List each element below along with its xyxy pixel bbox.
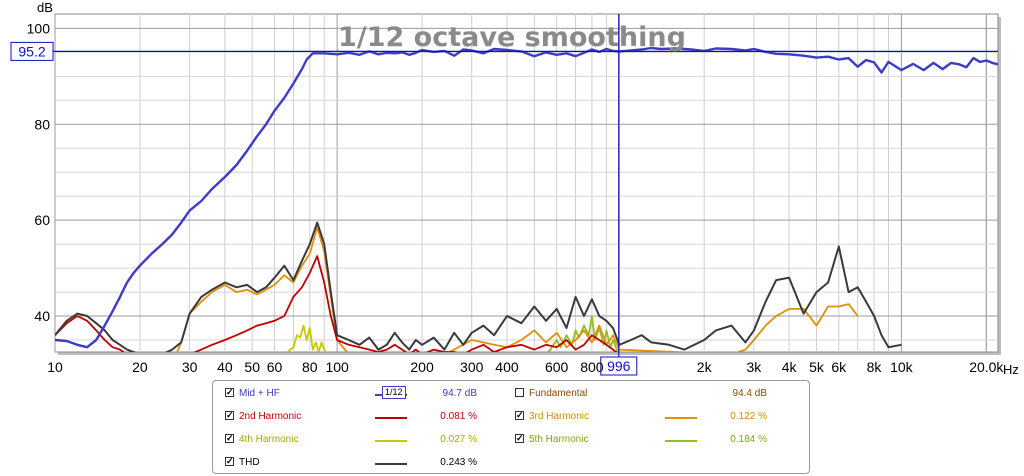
legend-series-name: 5th Harmonic [529, 434, 589, 445]
y-tick-label: 60 [34, 212, 50, 228]
legend-value: 0.122 % [730, 411, 767, 422]
series-line-thd [55, 221, 902, 352]
x-tick-label: 300 [460, 359, 484, 375]
legend-row: ✓ THD 0.243 % [213, 452, 809, 472]
x-tick-label: 80 [302, 359, 318, 375]
series-line-3rd-harmonic [176, 226, 859, 352]
legend-checkbox[interactable]: ✓ [225, 456, 234, 466]
legend-checkbox[interactable] [515, 388, 524, 397]
series-line-2nd-harmonic [55, 255, 618, 352]
x-tick-label: 200 [410, 359, 434, 375]
legend-value: 94.7 dB [442, 388, 477, 399]
x-tick-label: 100 [325, 359, 349, 375]
legend-swatch [375, 440, 407, 442]
legend-checkbox[interactable]: ✓ [225, 410, 234, 420]
legend-series-name: Mid + HF [239, 388, 280, 399]
x-tick-label: 800 [580, 359, 604, 375]
cursor-x-readout: 996 [607, 358, 631, 374]
legend-checkbox[interactable]: ✓ [225, 387, 234, 397]
x-tick-label: 50 [244, 359, 260, 375]
axis-ticks: 10 20 30 40 50 60 80 100 200 300 400 600 800 2k 3k 4k 5k… [27, 20, 1005, 375]
legend-row: ✓ Mid + HF 1/12 94.7 dB Fundamental 94.4 dB [213, 383, 809, 403]
series-group [55, 46, 998, 352]
x-tick-label: 40 [217, 359, 233, 375]
cursor-x-readout-box [600, 356, 638, 376]
chart-title: 1/12 octave smoothing [338, 22, 686, 53]
x-tick-label: 20 [132, 359, 148, 375]
legend-swatch [375, 417, 407, 419]
legend-value: 0.081 % [440, 411, 477, 422]
y-tick-label: 80 [34, 116, 50, 132]
legend-row: ✓ 2nd Harmonic 0.081 % ✓ 3rd Harmonic 0.122 % [213, 406, 809, 426]
legend-swatch [665, 417, 697, 419]
legend-checkbox[interactable]: ✓ [225, 433, 234, 443]
x-tick-label: 8k [867, 359, 883, 375]
x-tick-label: 600 [545, 359, 569, 375]
legend-series-name: Fundamental [529, 388, 588, 399]
x-axis-unit: Hz [1003, 362, 1019, 377]
legend-checkbox[interactable]: ✓ [515, 410, 524, 420]
legend-value: 0.184 % [730, 434, 767, 445]
x-tick-label: 5k [809, 359, 825, 375]
series-line-4th-harmonic [285, 324, 327, 352]
x-tick-label: 10 [47, 359, 63, 375]
series-line-mid-hf [55, 46, 998, 349]
legend-panel: ✓ Mid + HF 1/12 94.7 dB Fundamental 94.4 dB ✓ 2… [212, 380, 810, 474]
legend-swatch [665, 440, 697, 442]
cursor-y-readout: 95.2 [18, 43, 45, 59]
x-tick-label: 10k [890, 359, 914, 375]
frequency-response-chart[interactable]: 95.2 996 10 20 30 40 50 60 80 100 200 300 400 600 800… [0, 0, 1024, 380]
legend-series-name: 2nd Harmonic [239, 411, 302, 422]
plot-area [54, 13, 999, 353]
y-tick-label: 100 [27, 20, 51, 36]
x-tick-label: 20.0k [969, 359, 1004, 375]
legend-swatch [375, 463, 407, 465]
legend-value: 0.243 % [440, 457, 477, 468]
legend-series-name: 4th Harmonic [239, 434, 299, 445]
x-tick-label: 3k [746, 359, 762, 375]
cursor-y-readout-box [10, 41, 54, 61]
legend-value: 0.027 % [440, 434, 477, 445]
legend-series-name: THD [239, 457, 260, 468]
legend-row: ✓ 4th Harmonic 0.027 % ✓ 5th Harmonic 0.184 % [213, 429, 809, 449]
x-tick-label: 60 [267, 359, 283, 375]
legend-series-name: 3rd Harmonic [529, 411, 590, 422]
smoothing-badge[interactable]: 1/12 [382, 386, 406, 399]
legend-checkbox[interactable]: ✓ [515, 433, 524, 443]
x-tick-label: 30 [182, 359, 198, 375]
y-tick-label: 40 [34, 308, 50, 324]
legend-value: 94.4 dB [732, 388, 767, 399]
cursor[interactable]: 95.2 996 [10, 14, 998, 376]
y-axis-unit: dB [37, 0, 53, 15]
x-tick-label: 400 [495, 359, 519, 375]
x-tick-label: 6k [831, 359, 847, 375]
x-tick-label: 4k [782, 359, 798, 375]
x-tick-label: 2k [697, 359, 713, 375]
